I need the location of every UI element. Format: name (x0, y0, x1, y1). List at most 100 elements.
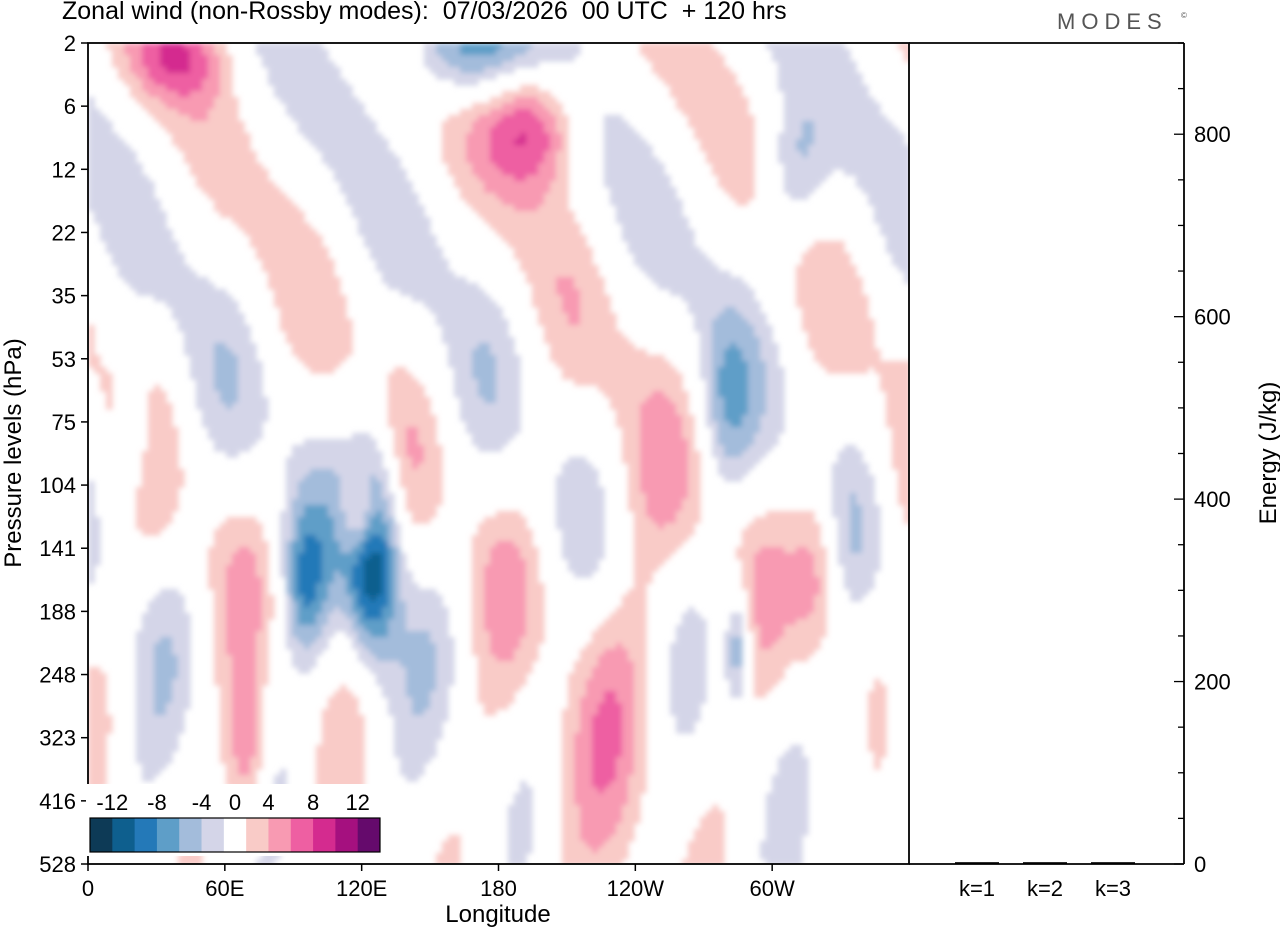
heatmap-cell (904, 157, 909, 164)
heatmap-cell (850, 331, 857, 338)
heatmap-cell (328, 85, 335, 92)
heatmap-cell (562, 361, 569, 368)
heatmap-cell (388, 169, 395, 176)
heatmap-cell (124, 271, 131, 278)
heatmap-cell (448, 43, 455, 50)
heatmap-cell (508, 343, 515, 350)
heatmap-cell (322, 283, 329, 290)
heatmap-cell (550, 259, 557, 266)
heatmap-cell (496, 205, 503, 212)
heatmap-cell (424, 427, 431, 434)
heatmap-cell (160, 61, 167, 68)
heatmap-cell (538, 295, 545, 302)
heatmap-cell (412, 217, 419, 224)
heatmap-cell (700, 313, 707, 320)
heatmap-cell (712, 271, 719, 278)
heatmap-cell (628, 439, 635, 446)
heatmap-cell (856, 145, 863, 152)
heatmap-cell (352, 127, 359, 134)
heatmap-cell (490, 349, 497, 356)
heatmap-cell (802, 103, 809, 110)
heatmap-cell (298, 289, 305, 296)
heatmap-cell (226, 313, 233, 320)
heatmap-cell (562, 199, 569, 206)
heatmap-cell (286, 43, 293, 50)
heatmap-cell (532, 271, 539, 278)
heatmap-cell (694, 97, 701, 104)
heatmap-cell (388, 211, 395, 218)
heatmap-cell (172, 103, 179, 110)
heatmap-cell (166, 439, 173, 446)
heatmap-cell (886, 229, 893, 236)
heatmap-cell (376, 169, 383, 176)
heatmap-cell (736, 361, 743, 368)
heatmap-cell (286, 205, 293, 212)
heatmap-cell (418, 295, 425, 302)
heatmap-cell (550, 331, 557, 338)
heatmap-cell (292, 283, 299, 290)
heatmap-cell (352, 211, 359, 218)
heatmap-cell (628, 169, 635, 176)
heatmap-cell (676, 241, 683, 248)
heatmap-cell (778, 139, 785, 146)
heatmap-cell (256, 163, 263, 170)
heatmap-cell (742, 301, 749, 308)
heatmap-cell (244, 199, 251, 206)
heatmap-cell (334, 109, 341, 116)
heatmap-cell (310, 79, 317, 86)
heatmap-cell (352, 157, 359, 164)
heatmap-cell (118, 211, 125, 218)
heatmap-cell (172, 61, 179, 68)
heatmap-cell (568, 313, 575, 320)
heatmap-cell (166, 295, 173, 302)
heatmap-cell (400, 247, 407, 254)
heatmap-cell (244, 373, 251, 380)
heatmap-cell (574, 361, 581, 368)
heatmap-cell (226, 115, 233, 122)
heatmap-cell (148, 283, 155, 290)
heatmap-cell (574, 277, 581, 284)
heatmap-cell (706, 139, 713, 146)
heatmap-cell (904, 241, 909, 248)
heatmap-cell (490, 199, 497, 206)
heatmap-cell (628, 181, 635, 188)
heatmap-cell (634, 409, 641, 416)
heatmap-cell (652, 169, 659, 176)
heatmap-cell (346, 343, 353, 350)
heatmap-cell (622, 205, 629, 212)
heatmap-cell (844, 283, 851, 290)
heatmap-cell (844, 325, 851, 332)
heatmap-cell (310, 313, 317, 320)
heatmap-cell (556, 181, 563, 188)
heatmap-cell (376, 217, 383, 224)
heatmap-cell (622, 391, 629, 398)
heatmap-cell (820, 43, 827, 50)
heatmap-cell (310, 283, 317, 290)
heatmap-cell (658, 277, 665, 284)
heatmap-cell (700, 97, 707, 104)
heatmap-cell (682, 73, 689, 80)
heatmap-cell (712, 277, 719, 284)
heatmap-cell (118, 181, 125, 188)
heatmap-cell (460, 349, 467, 356)
heatmap-cell (196, 85, 203, 92)
heatmap-cell (124, 217, 131, 224)
heatmap-cell (214, 379, 221, 386)
heatmap-cell (562, 271, 569, 278)
heatmap-cell (172, 139, 179, 146)
heatmap-cell (568, 373, 575, 380)
heatmap-cell (502, 169, 509, 176)
heatmap-cell (364, 193, 371, 200)
heatmap-field (88, 43, 909, 864)
heatmap-cell (364, 229, 371, 236)
heatmap-cell (886, 409, 893, 416)
heatmap-cell (136, 91, 143, 98)
heatmap-cell (160, 121, 167, 128)
heatmap-cell (652, 199, 659, 206)
heatmap-cell (316, 247, 323, 254)
heatmap-cell (736, 97, 743, 104)
heatmap-cell (892, 241, 899, 248)
heatmap-cell (634, 145, 641, 152)
heatmap-cell (760, 385, 767, 392)
heatmap-cell (268, 211, 275, 218)
